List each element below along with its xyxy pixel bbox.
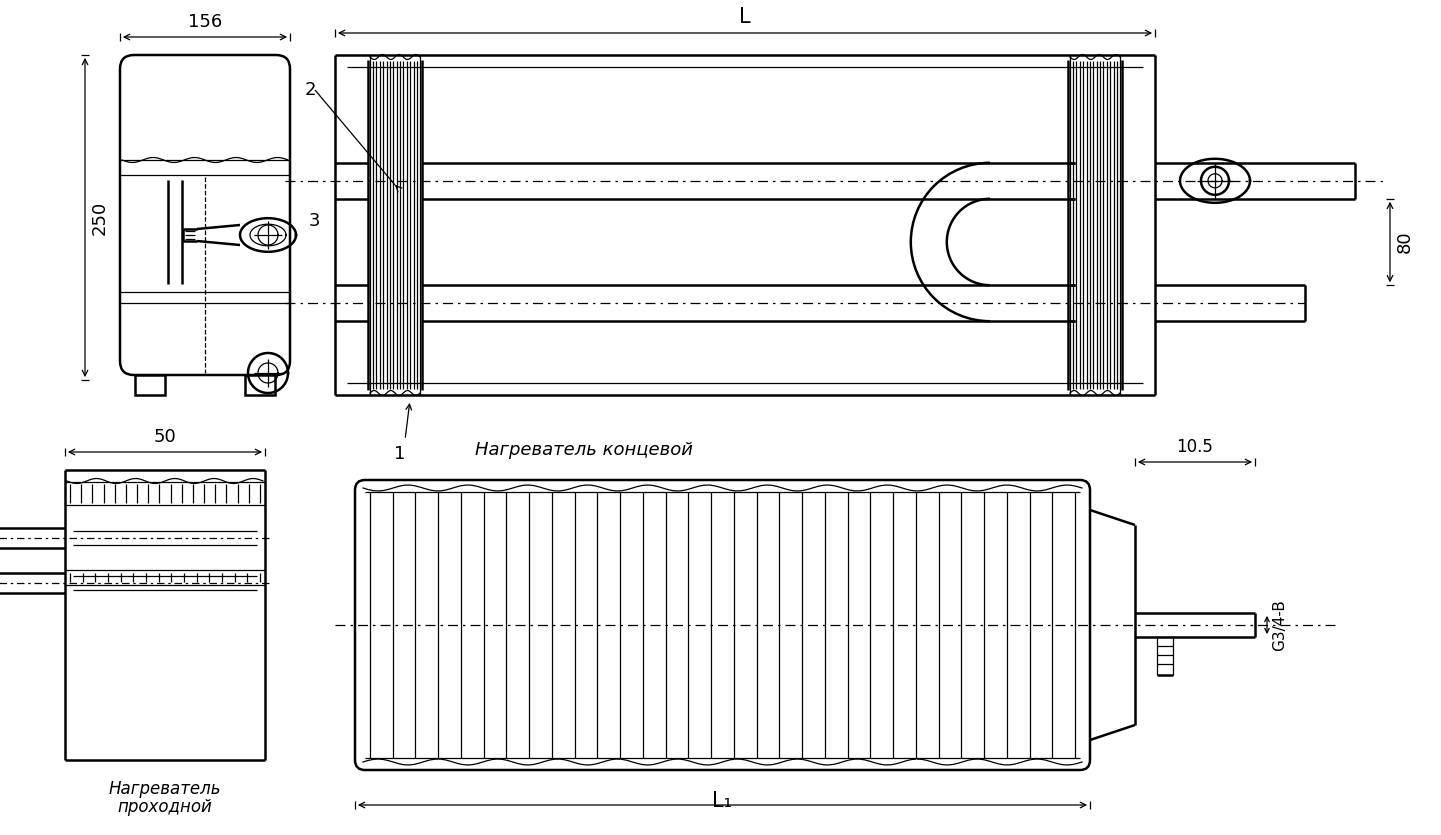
Bar <box>245 375 275 395</box>
Text: Нагреватель: Нагреватель <box>108 780 222 798</box>
FancyBboxPatch shape <box>120 55 290 375</box>
Text: L₁: L₁ <box>712 791 732 811</box>
Bar <box>135 375 166 395</box>
Text: 2: 2 <box>305 81 317 99</box>
Text: 3: 3 <box>308 212 320 230</box>
Text: 80: 80 <box>1396 230 1414 253</box>
Text: 50: 50 <box>154 428 176 446</box>
Text: 250: 250 <box>91 200 110 235</box>
Text: 10.5: 10.5 <box>1176 438 1213 456</box>
Text: L: L <box>739 7 751 27</box>
Text: 156: 156 <box>187 13 222 31</box>
Text: Нагреватель концевой: Нагреватель концевой <box>476 441 693 459</box>
FancyBboxPatch shape <box>354 480 1089 770</box>
Text: G3/4-B: G3/4-B <box>1272 599 1287 651</box>
Text: проходной: проходной <box>118 798 212 816</box>
Text: 1: 1 <box>395 445 406 463</box>
